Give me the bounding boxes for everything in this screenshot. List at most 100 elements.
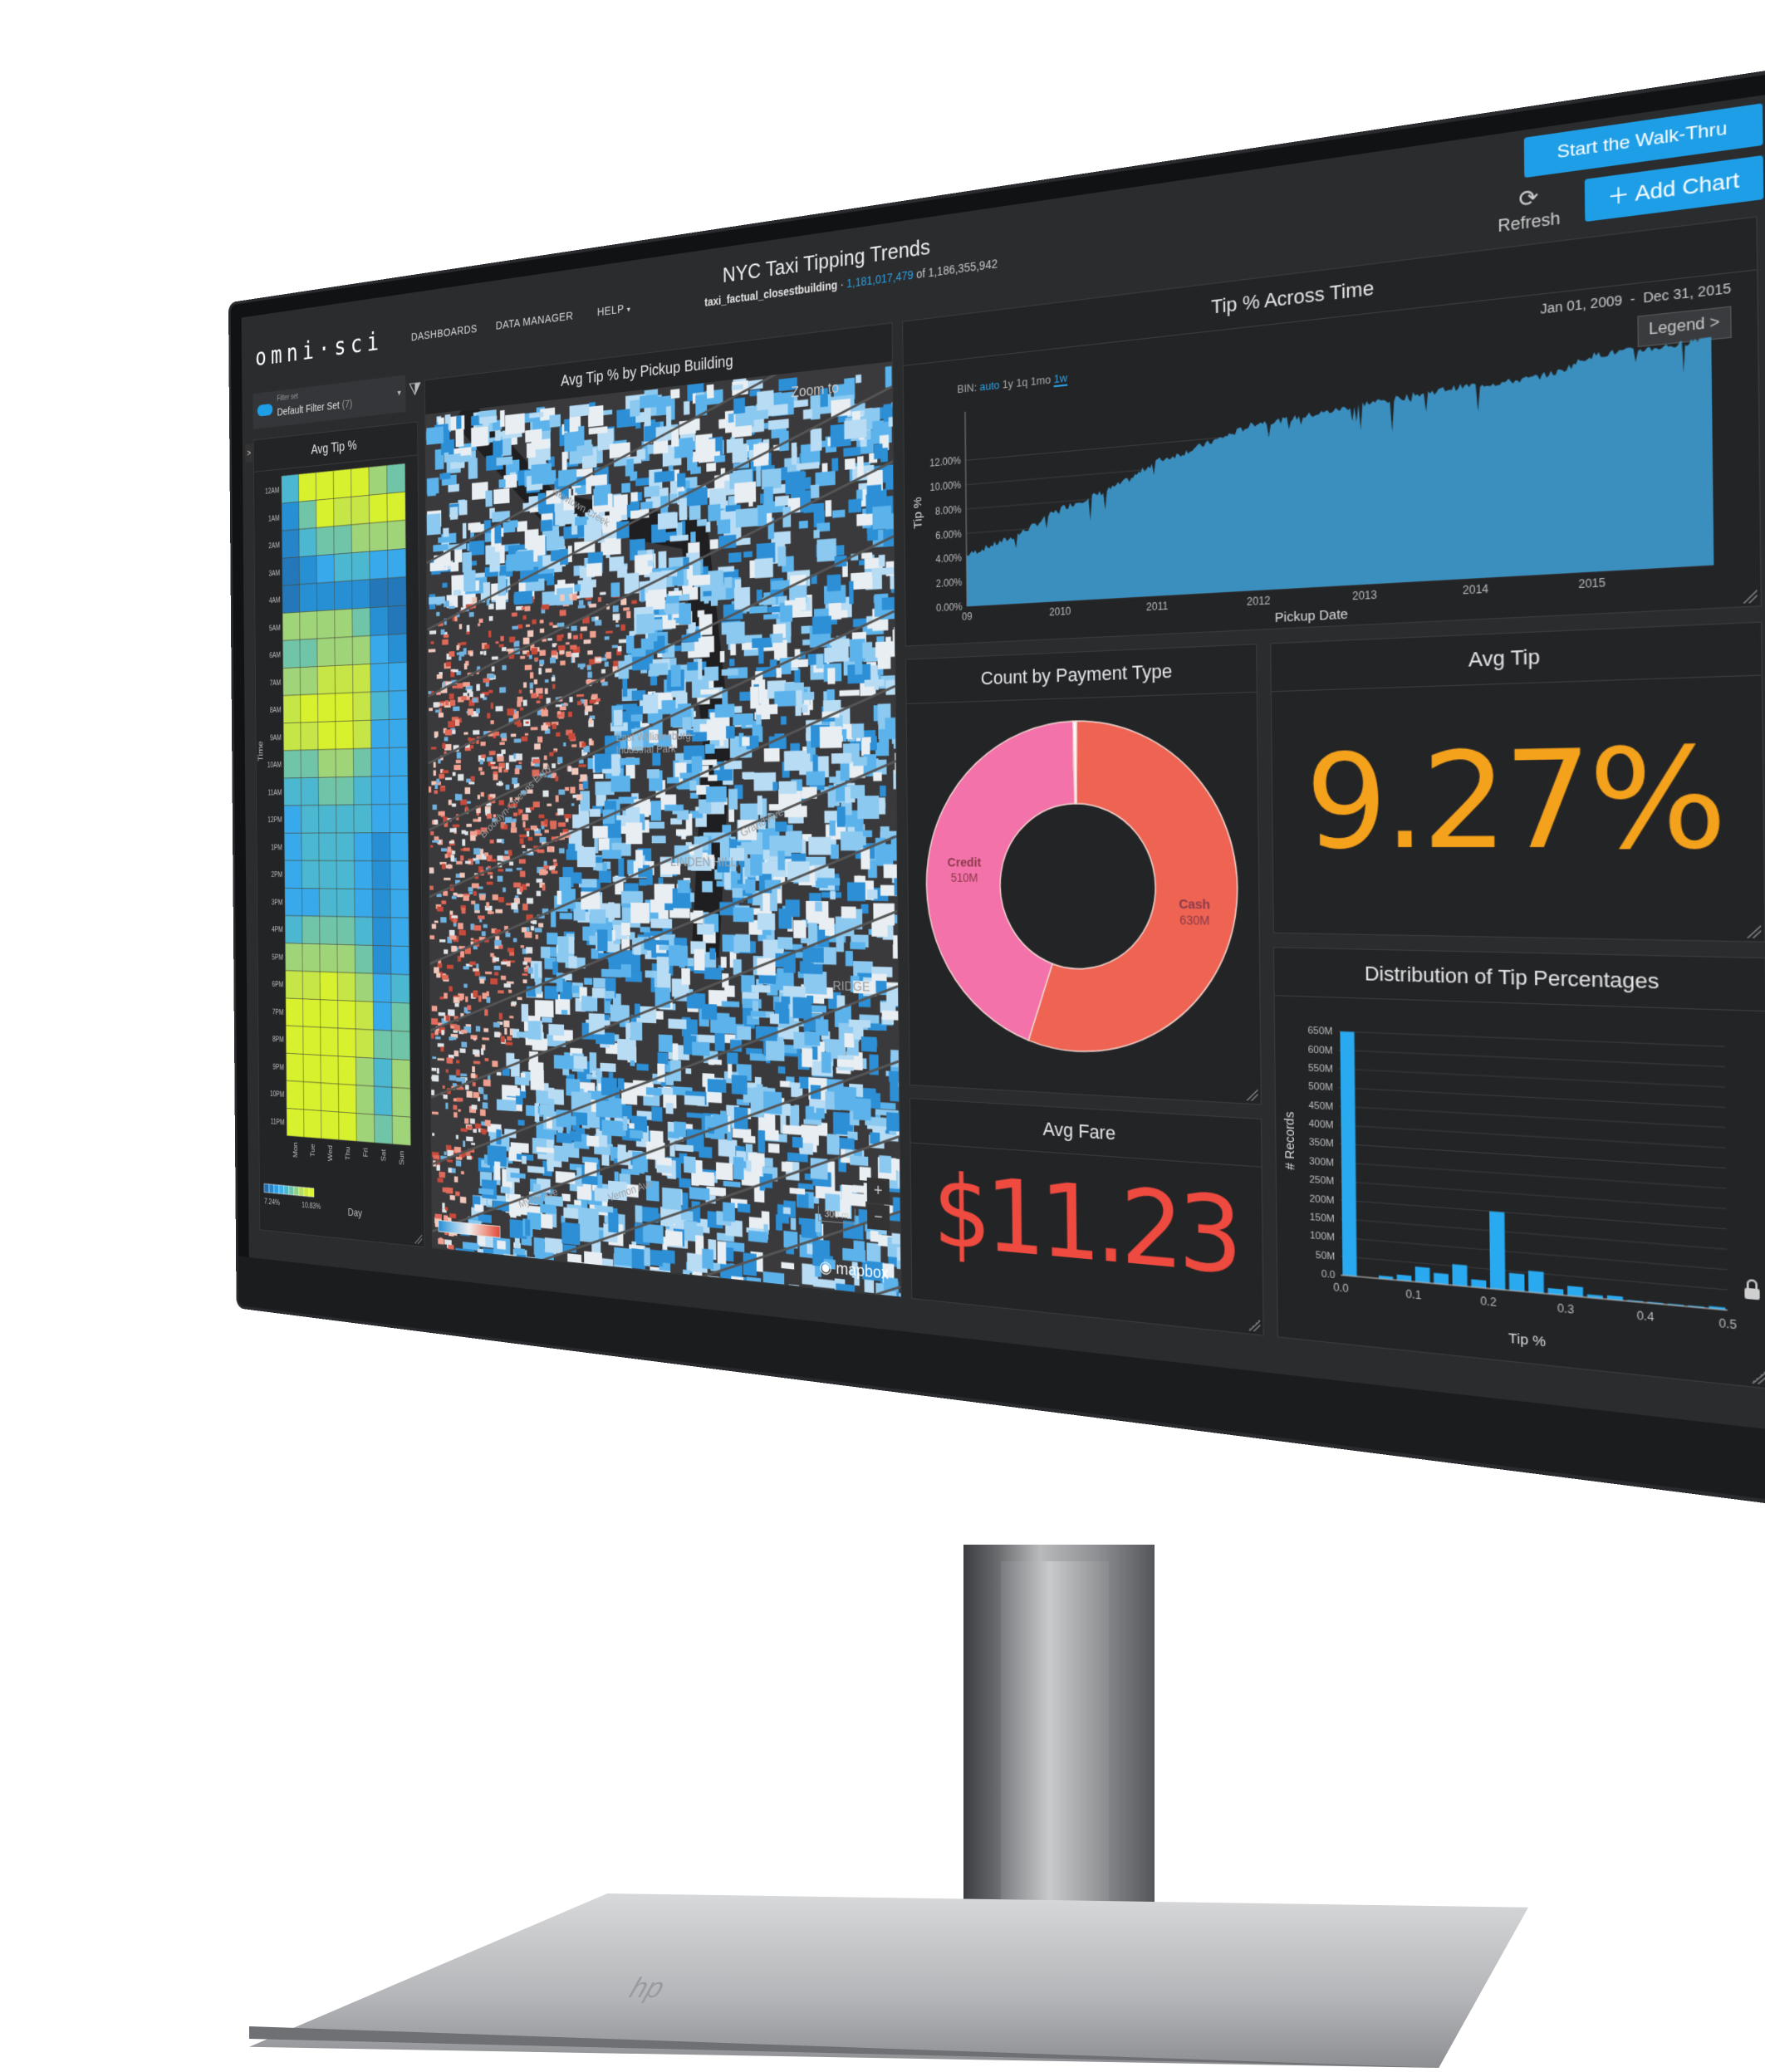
heatmap-cell [374,1030,392,1059]
heatmap-cell [353,748,371,776]
heatmap-cell [337,889,355,917]
heatmap-cell [285,916,302,944]
histogram-bar [1340,1031,1357,1277]
resize-handle[interactable] [1745,923,1762,938]
legend-min: 7.24% [264,1198,280,1207]
heatmap-cell [355,889,373,917]
filter-set-select[interactable]: Filter set Default Filter Set (7) ▾ [252,375,406,429]
x-tick-label: 0.4 [1636,1310,1654,1325]
heatmap-cell [355,917,373,945]
heatmap-cell [351,467,370,497]
building-map[interactable] [425,361,901,1297]
refresh-button[interactable]: ⟳ Refresh [1489,179,1569,238]
y-axis-label: # Records [1282,1111,1297,1170]
heatmap-cell [334,553,352,582]
heatmap-cell [283,723,301,751]
nav-data-manager[interactable]: DATA MANAGER [495,309,574,333]
x-tick-label: 2015 [1578,576,1606,591]
expand-sidebar-button[interactable]: > [245,443,253,463]
heatmap-cell [387,492,405,522]
filter-toggle[interactable] [257,403,273,417]
heatmap-cell [300,639,317,667]
heatmap-cell [318,693,336,722]
heatmap-cell [320,972,337,1000]
heatmap-cell [355,973,374,1002]
clear-filters-icon[interactable]: ⧩ [408,379,422,400]
gridline [1339,1106,1725,1128]
y-tick-label: 200M [1310,1193,1335,1207]
avg-fare-value: $11.23 [932,1152,1238,1299]
hour-label: 2AM [268,541,280,551]
heatmap-cell [335,637,353,666]
bin-selector: BIN: auto 1y 1q 1mo 1w [957,370,1068,395]
lock-icon [1744,1287,1760,1301]
gridline [1338,1031,1724,1046]
resize-handle[interactable] [414,1232,423,1245]
tip-time-chart[interactable]: 0.00% 2.00% 4.00% 6.00% 8.00% 10.00% 12.00% 09 2… [904,322,1758,643]
y-tick-label: 400M [1309,1119,1334,1132]
monitor: omni·sci DASHBOARDS DATA MANAGER HELP ▾ … [230,69,1765,1506]
filter-set-name: Default Filter Set [277,399,340,419]
heatmap-cell [318,722,336,750]
heatmap-cell [355,1001,374,1030]
heatmap-cell [286,971,303,999]
map-label-industrial-park: East Williamsburg Industrial Park [615,728,691,757]
map-zoom-in-button[interactable]: + [866,1177,890,1204]
resize-handle[interactable] [1750,1369,1765,1385]
bin-1y[interactable]: 1y [1002,376,1013,391]
gridline [1339,1069,1725,1087]
bin-auto[interactable]: auto [979,378,1000,394]
map-zoom-out-button[interactable]: − [867,1203,890,1232]
hour-label: 9AM [270,733,282,742]
heatmap-cell [392,1087,410,1117]
heatmap-cell [388,605,406,634]
heatmap-cell [335,665,353,694]
hour-label: 7AM [270,678,282,687]
hour-label: 8PM [272,1035,284,1044]
hour-label: 4AM [269,596,281,605]
heatmap-chart[interactable]: 12AM 1AM 2AM 3AM 4AM 5AM 6AM 7AM 8AM 9AM 10AM 11AM 1… [254,456,424,1247]
bin-1q[interactable]: 1q [1016,375,1028,389]
filtered-count: 1,181,017,479 [846,267,914,291]
heatmap-panel: Avg Tip % > 12AM 1AM 2AM 3AM 4AM 5AM 6AM 7AM 8AM… [245,421,425,1248]
nav-help[interactable]: HELP ▾ [597,301,631,319]
resize-handle[interactable] [1742,588,1758,604]
x-tick-label: 09 [962,611,973,624]
heatmap-cell [372,833,390,861]
hour-label: 4PM [272,925,283,933]
heatmap-cell [390,889,409,918]
heatmap-cell [301,694,318,723]
heatmap-cell [351,523,370,553]
heatmap-cell [285,943,302,972]
y-tick-label: 50M [1316,1249,1336,1262]
bin-1mo[interactable]: 1mo [1030,373,1052,389]
heatmap-cell [335,609,353,638]
app-logo[interactable]: omni·sci [255,326,384,373]
resize-handle[interactable] [1245,1087,1258,1101]
heatmap-cell [392,1059,410,1089]
heatmap-cell [319,805,336,833]
heatmap-cell [302,943,320,972]
avg-tip-panel: Avg Tip 9.27% [1270,621,1765,943]
heatmap-cell [338,1084,356,1113]
heatmap-cell [352,636,370,665]
resize-handle[interactable] [1248,1318,1261,1332]
nav-dashboards[interactable]: DASHBOARDS [410,322,478,345]
avg-fare-panel: Avg Fare $11.23 [909,1098,1264,1336]
heatmap-cell [353,720,371,748]
heatmap-cell [390,833,408,861]
heatmap-cell [321,1056,338,1085]
bin-1w[interactable]: 1w [1053,370,1068,388]
heatmap-cell [321,1000,338,1028]
payment-type-panel: Count by Payment Type Cash 630M Credit 510M [905,644,1262,1105]
distribution-chart[interactable]: 0.0 50M 100M 150M 200M 250M 300M 350M 400M 450M 50… [1275,997,1765,1386]
heatmap-cell [285,888,302,916]
heatmap-cell [390,918,409,947]
nav-help-label: HELP [596,302,625,320]
heatmap-cell [302,860,319,889]
hour-label: 6AM [269,651,281,660]
heatmap-cell [319,889,336,917]
x-tick-label: 2013 [1352,589,1377,603]
